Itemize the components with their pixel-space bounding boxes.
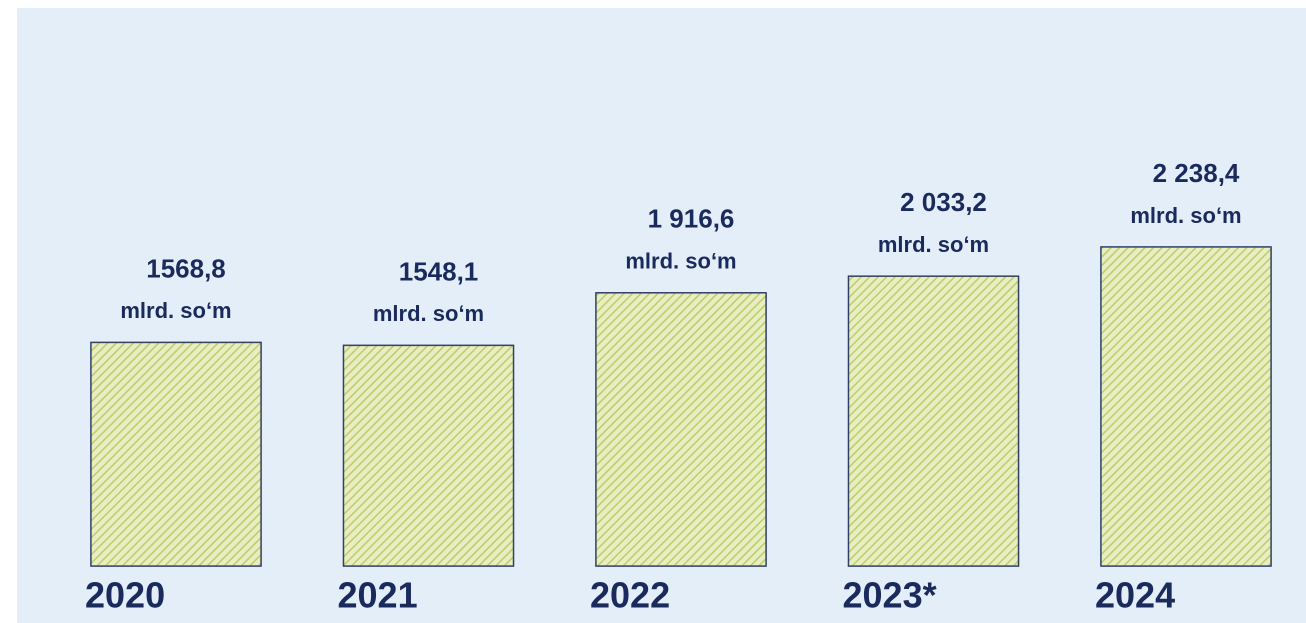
unit-label: mlrd. so‘m bbox=[373, 301, 484, 326]
x-tick-label: 2023* bbox=[843, 575, 937, 616]
unit-label: mlrd. so‘m bbox=[120, 298, 231, 323]
bar-tint bbox=[343, 345, 514, 566]
unit-label: mlrd. so‘m bbox=[1130, 203, 1241, 228]
x-tick-label: 2020 bbox=[85, 575, 165, 616]
bar-tint bbox=[848, 276, 1019, 566]
value-label: 2 238,4 bbox=[1153, 158, 1240, 188]
x-tick-label: 2022 bbox=[590, 575, 670, 616]
bar-tint bbox=[91, 342, 261, 566]
bar-tint bbox=[596, 292, 766, 566]
unit-label: mlrd. so‘m bbox=[625, 249, 736, 274]
bar bbox=[90, 341, 262, 567]
x-tick-label: 2021 bbox=[338, 575, 418, 616]
bar bbox=[847, 275, 1020, 567]
value-label: 1 916,6 bbox=[648, 204, 735, 234]
bar-tint bbox=[1101, 247, 1271, 566]
bar bbox=[342, 344, 515, 567]
value-label: 1548,1 bbox=[399, 256, 479, 286]
bar bbox=[595, 292, 767, 567]
unit-label: mlrd. so‘m bbox=[878, 232, 989, 257]
value-label: 2 033,2 bbox=[900, 187, 987, 217]
bar bbox=[1100, 246, 1272, 567]
x-tick-label: 2024 bbox=[1095, 575, 1175, 616]
value-label: 1568,8 bbox=[146, 253, 226, 283]
